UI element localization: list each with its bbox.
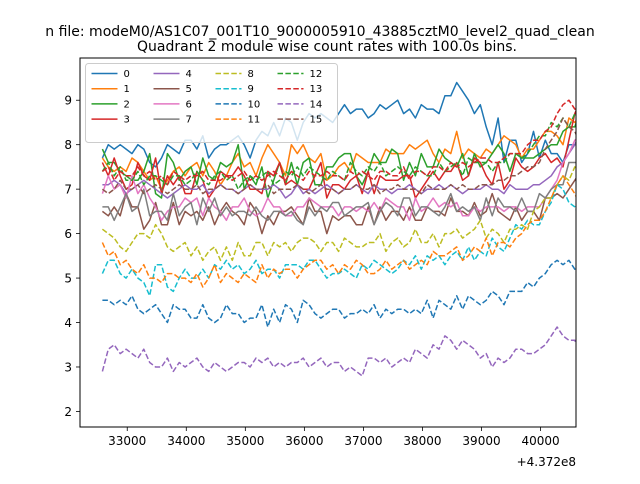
chart-title: Quadrant 2 module wise count rates with … [137,39,517,55]
series-line-2 [101,120,576,199]
y-tick-label: 6 [64,227,72,241]
x-tick-label: 36000 [285,434,323,448]
legend-label-12: 12 [310,69,323,80]
legend-label-13: 13 [310,84,323,95]
legend-label-15: 15 [310,115,323,126]
legend-label-7: 7 [186,115,192,126]
x-tick-label: 37000 [344,434,382,448]
legend-label-0: 0 [124,69,130,80]
series-line-14 [101,326,576,377]
figure-suptitle: n file: modeM0/AS1C07_001T10_9000005910_… [45,24,594,40]
x-tick-label: 39000 [462,434,500,448]
series-line-8 [101,166,576,262]
y-tick-label: 3 [64,360,72,374]
legend-label-8: 8 [248,69,254,80]
series-line-15 [101,117,576,195]
series-line-9 [101,183,576,297]
x-tick-label: 34000 [167,434,205,448]
series-line-12 [101,112,576,190]
legend-label-1: 1 [124,84,130,95]
x-tick-label: 33000 [108,434,146,448]
axis-ticks: 33000 34000 35000 36000 37000 38000 39000 40000… [64,94,559,448]
legend-box [85,63,338,143]
x-axis-offset-label: +4.372e8 [517,455,576,469]
y-tick-label: 5 [64,272,72,286]
series-line-10 [102,259,576,328]
y-tick-label: 4 [64,316,72,330]
x-tick-label: 35000 [226,434,264,448]
y-tick-label: 7 [64,183,72,197]
legend-label-6: 6 [186,99,192,110]
legend-label-4: 4 [186,69,192,80]
x-tick-label: 40000 [521,434,559,448]
y-tick-label: 2 [64,405,72,419]
legend-label-3: 3 [124,115,130,126]
legend-label-5: 5 [186,84,192,95]
legend-label-10: 10 [248,99,261,110]
y-tick-label: 8 [64,138,72,152]
legend-label-14: 14 [310,99,323,110]
axes-frame [79,57,577,428]
x-tick-label: 38000 [403,434,441,448]
y-tick-label: 9 [64,94,72,108]
series-line-11 [101,175,576,288]
series-line-7 [102,161,576,226]
legend-label-2: 2 [124,99,130,110]
series-line-1 [101,117,576,190]
series-lines [101,81,576,377]
legend-label-9: 9 [248,84,254,95]
series-line-6 [101,138,576,222]
series-line-0 [101,81,576,168]
legend-label-11: 11 [248,115,261,126]
